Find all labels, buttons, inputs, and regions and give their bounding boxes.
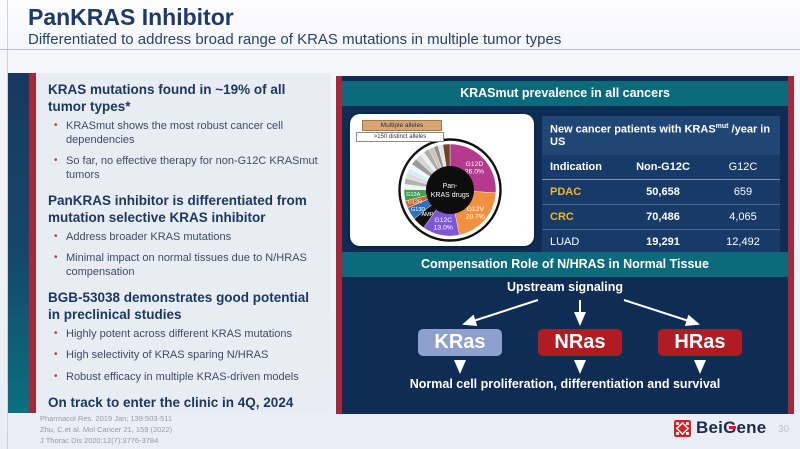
section-bullets: • KRASmut shows the most robust cancer ce… xyxy=(52,120,319,183)
bullet-marker-icon: • xyxy=(54,155,58,167)
left-section-0: KRAS mutations found in ~19% of all tumo… xyxy=(48,82,319,183)
bullet-marker-icon: • xyxy=(54,230,58,242)
table-title-pre: New cancer patients with KRAS xyxy=(550,123,716,136)
left-section-3: On track to enter the clinic in 4Q, 2024 xyxy=(48,395,319,412)
table-cell-non-g12c: 70,486 xyxy=(620,205,712,230)
kras-node: KRas xyxy=(418,329,502,356)
page-subtitle: Differentiated to address broad range of… xyxy=(28,31,562,48)
donut-outer-ring xyxy=(398,138,502,242)
table-cell-indication: PDAC xyxy=(542,180,620,205)
bullet-marker-icon: • xyxy=(54,327,58,339)
page-title: PanKRAS Inhibitor xyxy=(28,4,234,30)
section-heading: On track to enter the clinic in 4Q, 2024 xyxy=(48,394,294,410)
references: Pharmacol Res. 2019 Jan; 139:503-511 Zhu,… xyxy=(40,413,172,446)
g12c-header: G12C xyxy=(712,155,780,180)
distinct-alleles-callout: >150 distinct alleles xyxy=(356,132,444,142)
slice-label-g12d: G12D 26.0% xyxy=(465,161,484,176)
table-grid: Indication Non-G12C G12C PDAC 50,658 659 CRC 70… xyxy=(542,155,780,254)
reference-line: J Thorac Dis 2020;12(7):3776-3784 xyxy=(40,436,159,445)
brand-post: ene xyxy=(736,418,767,437)
evidence-panel: KRASmut prevalence in all cancers Multip… xyxy=(342,76,788,414)
normal-cell-label: Normal cell proliferation, differentiati… xyxy=(409,377,721,391)
right-panel-red-border-right xyxy=(788,76,794,414)
kras-pie-card: Multiple alleles >150 distinct alleles G… xyxy=(350,114,534,246)
non-g12c-header: Non-G12C xyxy=(620,155,712,180)
nras-node: NRas xyxy=(538,329,622,356)
bullet-text: Minimal impact on normal tissues due to … xyxy=(66,252,307,278)
beigene-logo-icon xyxy=(674,419,691,437)
bullet-item: • High selectivity of KRAS sparing N/HRAS xyxy=(52,349,319,363)
left-accent-bar xyxy=(8,73,29,413)
slice-label-g12a: G12A xyxy=(406,192,420,198)
hras-node: HRas xyxy=(658,329,742,356)
table-title-sup: mut xyxy=(715,123,729,130)
bullet-item: • So far, no effective therapy for non-G1… xyxy=(52,155,319,183)
slice-label-g12r: G12R xyxy=(408,200,422,206)
section-heading: PanKRAS inhibitor is differentiated from… xyxy=(48,192,307,225)
brand-pre: Bei xyxy=(696,418,724,437)
section-heading: KRAS mutations found in ~19% of all tumo… xyxy=(48,82,286,114)
reference-line: Pharmacol Res. 2019 Jan; 139:503-511 xyxy=(40,414,173,423)
donut-center-label: Pan- xyxy=(443,183,458,190)
indication-header: Indication xyxy=(542,155,620,180)
table-cell-indication: CRC xyxy=(542,205,620,230)
slice-label-g12c: G12C 13.0% xyxy=(434,217,453,232)
bullet-item: • Address broader KRAS mutations xyxy=(52,231,319,245)
page-number: 30 xyxy=(778,424,790,435)
table-cell-g12c: 12,492 xyxy=(726,235,760,248)
bullet-text: Address broader KRAS mutations xyxy=(66,230,232,243)
prevalence-table: New cancer patients with KRASmut /year i… xyxy=(542,116,780,254)
reference-line: Zhu, C.et al. Mol Cancer 21, 159 (2022) xyxy=(40,425,173,434)
table-title: New cancer patients with KRASmut /year i… xyxy=(542,116,780,155)
bullet-marker-icon: • xyxy=(54,371,58,382)
bullet-text: Highly potent across different KRAS muta… xyxy=(66,327,293,340)
table-cell-non-g12c: 50,658 xyxy=(620,180,712,205)
prevalence-header: KRASmut prevalence in all cancers xyxy=(342,81,788,106)
left-section-1: PanKRAS inhibitor is differentiated from… xyxy=(48,193,319,280)
signaling-fan-arrows xyxy=(462,299,700,327)
bullet-item: • Highly potent across different KRAS mut… xyxy=(52,328,319,342)
left-section-2: BGB-53038 demonstrates good potential in… xyxy=(48,290,319,385)
slice-label-amp: AMP xyxy=(422,212,434,218)
node-down-arrows xyxy=(454,360,706,374)
section-bullets: • Address broader KRAS mutations • Minimal … xyxy=(52,231,319,280)
donut-center-disk xyxy=(426,166,474,214)
slice-label-g13d: G13D xyxy=(411,207,425,213)
table-cell-indication: LUAD xyxy=(550,235,580,248)
compensation-header: Compensation Role of N/HRAS in Normal Ti… xyxy=(342,252,788,277)
upstream-signaling-label: Upstream signaling xyxy=(507,280,623,294)
bullet-item: • KRASmut shows the most robust cancer ce… xyxy=(52,120,319,148)
left-accent-red-bar xyxy=(29,73,36,413)
bullet-text: So far, no effective therapy for non-G12… xyxy=(66,155,318,181)
beigene-logo-text: BeiGene xyxy=(696,418,766,438)
bullet-item: • Robust efficacy in multiple KRAS-driven… xyxy=(52,371,319,385)
table-cell-g12c: 659 xyxy=(712,180,780,205)
section-heading: BGB-53038 demonstrates good potential in… xyxy=(48,289,310,322)
donut-center-label-2: KRAS drugs xyxy=(431,192,470,199)
bullet-marker-icon: • xyxy=(54,119,58,131)
section-bullets: • Highly potent across different KRAS mut… xyxy=(52,328,319,385)
bullet-marker-icon: • xyxy=(54,252,58,264)
key-points-panel: KRAS mutations found in ~19% of all tumo… xyxy=(36,73,331,413)
table-title-post: /year in US xyxy=(550,123,771,148)
slice-label-g12v: G12V 20.7% xyxy=(466,206,485,221)
left-hairline xyxy=(7,0,8,449)
beigene-logo: BeiGene xyxy=(674,418,766,438)
multiple-alleles-callout: Multiple alleles xyxy=(362,120,442,131)
bullet-item: • Minimal impact on normal tissues due to… xyxy=(52,252,319,280)
table-cell-g12c: 4,065 xyxy=(712,205,780,230)
bullet-text: Robust efficacy in multiple KRAS-driven … xyxy=(66,371,299,383)
right-panel-red-border-left xyxy=(336,76,342,414)
bullet-text: KRASmut shows the most robust cancer cel… xyxy=(66,119,284,146)
bullet-text: High selectivity of KRAS sparing N/HRAS xyxy=(66,349,269,362)
title-divider xyxy=(0,49,800,50)
bullet-marker-icon: • xyxy=(54,349,58,361)
brand-g: G xyxy=(723,418,737,437)
table-cell-non-g12c: 19,291 xyxy=(646,235,680,248)
